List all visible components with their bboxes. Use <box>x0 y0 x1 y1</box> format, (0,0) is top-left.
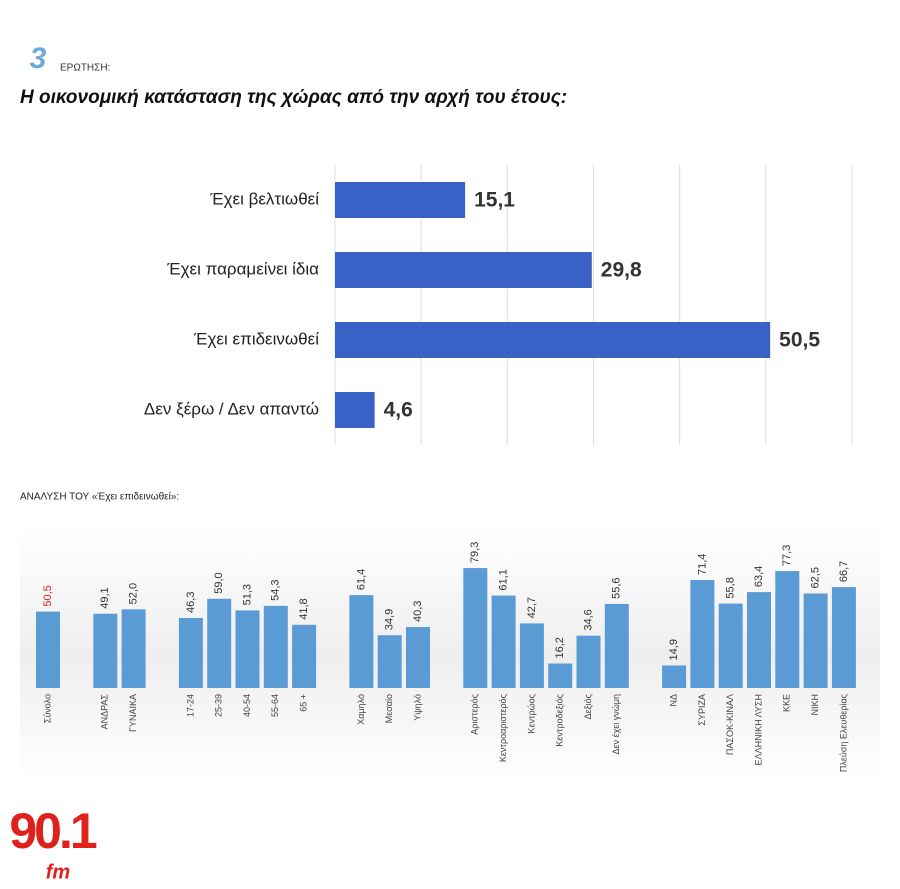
bar <box>831 587 856 688</box>
bar <box>121 609 146 688</box>
bar <box>263 605 288 688</box>
bar <box>377 635 402 688</box>
bar <box>349 595 374 688</box>
question-label: ΕΡΩΤΗΣΗ: <box>60 63 110 74</box>
category-label: Δεν έχει γνώμη <box>611 694 621 755</box>
value-label: 63,4 <box>753 566 765 587</box>
category-label: ΕΛΛΗΝΙΚΗ ΛΥΣΗ <box>753 694 763 765</box>
value-label: 34,6 <box>582 609 594 630</box>
value-label: 52,0 <box>128 583 140 604</box>
bar <box>604 603 629 688</box>
bar <box>775 571 800 688</box>
value-label: 4,6 <box>384 399 413 422</box>
bar <box>406 627 430 688</box>
value-label: 61,4 <box>355 569 367 590</box>
category-label: 17-24 <box>185 694 195 717</box>
value-label: 51,3 <box>241 584 253 605</box>
bar <box>548 663 573 688</box>
value-label: 49,1 <box>99 587 111 608</box>
bar <box>662 665 687 688</box>
category-label: Έχει παραμείνει ίδια <box>166 259 319 278</box>
category-label: Υψηλό <box>412 694 422 721</box>
logo-number: 90.1 <box>9 803 97 859</box>
bar <box>178 617 203 688</box>
value-label: 34,9 <box>384 609 396 630</box>
value-label: 16,2 <box>554 637 566 658</box>
category-label: ΓΥΝΑΙΚΑ <box>128 694 138 732</box>
bar <box>463 568 488 688</box>
value-label: 66,7 <box>838 561 850 582</box>
category-label: ΑΝΔΡΑΣ <box>100 694 110 730</box>
category-label: Χαμηλό <box>356 694 366 725</box>
value-label: 59,0 <box>213 572 225 593</box>
category-label: 65 + <box>298 694 308 712</box>
question-title: Η οικονομική κατάσταση της χώρας από την… <box>20 87 567 108</box>
bar <box>718 603 743 688</box>
bar <box>36 611 60 688</box>
category-label: Κεντροαριστερός <box>498 693 508 762</box>
bar <box>207 598 232 688</box>
bar <box>93 613 118 688</box>
category-label: Αριστερός <box>470 693 480 734</box>
value-label: 62,5 <box>810 567 822 588</box>
value-label: 50,5 <box>779 329 820 352</box>
category-label: Δεν ξέρω / Δεν απαντώ <box>144 399 319 418</box>
bar <box>292 624 317 688</box>
value-label: 41,8 <box>298 598 310 619</box>
value-label: 71,4 <box>696 554 708 575</box>
bar <box>576 635 601 688</box>
value-label: 46,3 <box>185 592 197 613</box>
bar <box>747 592 771 688</box>
value-label: 55,6 <box>611 577 623 598</box>
bar <box>690 580 715 688</box>
category-label: ΣΥΡΙΖΑ <box>697 694 707 726</box>
bar <box>491 595 516 688</box>
bar <box>335 252 592 288</box>
question-number: 3 <box>30 42 47 75</box>
value-label: 40,3 <box>412 601 424 622</box>
value-label: 79,3 <box>469 542 481 563</box>
value-label: 55,8 <box>725 577 737 598</box>
value-label: 14,9 <box>668 639 680 660</box>
category-label: 25-39 <box>214 694 224 717</box>
value-label: 77,3 <box>781 545 793 566</box>
category-label: Έχει επιδεινωθεί <box>193 329 319 348</box>
bar <box>335 182 466 218</box>
breakdown-title: ΑΝΑΛΥΣΗ ΤΟΥ «Έχει επιδεινωθεί»: <box>20 491 179 503</box>
bar <box>519 623 544 688</box>
category-label: Κεντροδεξιός <box>555 693 565 746</box>
value-label: 29,8 <box>601 259 642 282</box>
category-label: Μεσαίο <box>384 694 394 723</box>
value-label: 61,1 <box>498 569 510 590</box>
category-label: ΚΚΕ <box>782 694 792 712</box>
category-label: Κεντρώος <box>526 693 536 733</box>
category-label: Πλεύση Ελευθερίας <box>838 693 848 772</box>
category-label: Έχει βελτιωθεί <box>209 189 319 208</box>
logo-suffix: fm <box>46 861 70 883</box>
bar <box>235 610 260 688</box>
category-label: 40-54 <box>242 694 252 717</box>
bar <box>335 322 771 358</box>
value-label: 54,3 <box>270 579 282 600</box>
bar <box>335 392 375 428</box>
category-label: 55-64 <box>270 694 280 717</box>
value-label: 42,7 <box>526 597 538 618</box>
value-label: 50,5 <box>42 585 54 606</box>
category-label: ΝΔ <box>668 694 678 707</box>
bar <box>803 593 828 688</box>
category-label: Σύνολο <box>42 694 52 723</box>
category-label: ΝΙΚΗ <box>810 694 820 716</box>
category-label: Δεξιός <box>583 693 593 719</box>
value-label: 15,1 <box>474 189 515 212</box>
category-label: ΠΑΣΟΚ-ΚΙΝΑΛ <box>725 694 735 755</box>
